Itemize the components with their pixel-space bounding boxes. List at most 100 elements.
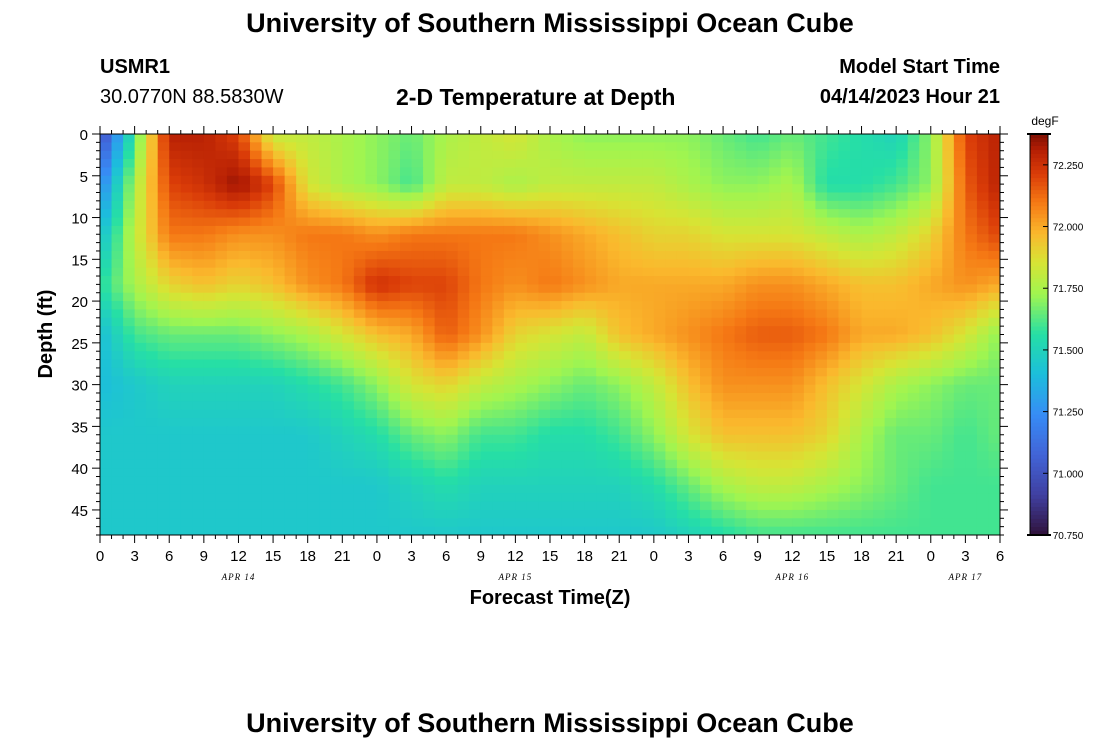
heatmap-cell <box>526 225 540 235</box>
heatmap-cell <box>134 518 147 528</box>
heatmap-cell <box>757 392 770 402</box>
heatmap-cell <box>457 434 470 444</box>
colorbar-swatch <box>1030 370 1048 376</box>
heatmap-cell <box>826 418 840 427</box>
heatmap-cell <box>215 451 228 461</box>
heatmap-cell <box>907 284 920 294</box>
heatmap-cell <box>723 284 736 294</box>
heatmap-cell <box>169 234 182 244</box>
heatmap-cell <box>261 518 274 528</box>
heatmap-cell <box>261 451 274 461</box>
heatmap-cell <box>134 150 147 160</box>
heatmap-cell <box>273 526 286 535</box>
heatmap-cell <box>619 443 632 453</box>
heatmap-cell <box>596 150 609 160</box>
heatmap-cell <box>550 159 563 169</box>
heatmap-cell <box>930 334 943 344</box>
heatmap-cell <box>746 359 759 369</box>
x-axis: 0 3 6 9 12 15 18 21 0 3 6 9 12 15 18 21 0 3 6 9 12 15 18 21 0 3 6A… <box>96 126 1004 582</box>
heatmap-cell <box>976 351 990 361</box>
heatmap-cell <box>596 484 609 494</box>
heatmap-cell <box>573 242 586 252</box>
heatmap-cell <box>388 284 401 294</box>
heatmap-cell <box>584 175 597 185</box>
colorbar-swatch <box>1030 522 1048 528</box>
heatmap-cell <box>515 493 528 503</box>
heatmap-cell <box>215 426 228 436</box>
heatmap-cell <box>988 134 1000 143</box>
heatmap-cell <box>111 451 124 461</box>
heatmap-cell <box>307 518 320 528</box>
heatmap-cell <box>411 468 424 478</box>
heatmap-cell <box>757 342 770 352</box>
heatmap-cell <box>307 409 320 419</box>
heatmap-cell <box>365 192 378 202</box>
heatmap-cell <box>896 493 909 503</box>
heatmap-cell <box>538 209 551 219</box>
heatmap-cell <box>850 426 863 436</box>
heatmap-cell <box>896 451 909 461</box>
heatmap-cell <box>492 392 505 402</box>
heatmap-cell <box>780 392 793 402</box>
heatmap-cell <box>492 225 505 235</box>
heatmap-cell <box>111 376 124 386</box>
heatmap-cell <box>526 267 540 277</box>
heatmap-cell <box>296 351 309 361</box>
heatmap-cell <box>134 234 147 244</box>
heatmap-cell <box>146 409 159 419</box>
heatmap-cell <box>446 200 459 210</box>
heatmap-cell <box>688 493 701 503</box>
heatmap-cell <box>192 392 205 402</box>
heatmap-cell <box>307 284 320 294</box>
heatmap-cell <box>596 376 609 386</box>
heatmap-cell <box>411 234 424 244</box>
heatmap-cell <box>792 250 805 260</box>
heatmap-cell <box>330 276 343 285</box>
heatmap-cell <box>607 234 620 244</box>
heatmap-cell <box>769 267 782 277</box>
x-tick-label: 6 <box>165 548 173 565</box>
heatmap-cell <box>319 159 332 169</box>
heatmap-cell <box>180 451 193 461</box>
heatmap-cell <box>446 234 459 244</box>
heatmap-cell <box>550 376 563 386</box>
heatmap-cell <box>792 376 805 386</box>
heatmap-cell <box>653 276 666 285</box>
heatmap-cell <box>919 501 932 511</box>
heatmap-cell <box>619 209 632 219</box>
heatmap-cell <box>250 443 263 453</box>
heatmap-cell <box>653 167 666 177</box>
heatmap-cell <box>550 443 563 453</box>
heatmap-cell <box>123 509 136 519</box>
heatmap-cell <box>157 276 170 285</box>
heatmap-cell <box>873 359 886 369</box>
heatmap-cell <box>261 501 274 511</box>
heatmap-cell <box>100 451 113 461</box>
heatmap-cell <box>630 234 643 244</box>
heatmap-cell <box>411 267 424 277</box>
heatmap-cell <box>146 167 159 177</box>
heatmap-cell <box>146 217 159 227</box>
heatmap-cell <box>884 234 897 244</box>
heatmap-cell <box>100 376 113 386</box>
heatmap-cell <box>619 518 632 528</box>
heatmap-cell <box>215 342 228 352</box>
colorbar-swatch <box>1030 374 1048 380</box>
heatmap-cell <box>180 526 193 535</box>
heatmap-cell <box>803 184 816 194</box>
heatmap-cell <box>469 234 482 244</box>
heatmap-cell <box>942 259 955 269</box>
heatmap-cell <box>330 451 343 461</box>
heatmap-cell <box>780 142 793 152</box>
heatmap-cell <box>769 351 782 361</box>
heatmap-cell <box>388 250 401 260</box>
heatmap-cell <box>169 351 182 361</box>
heatmap-cell <box>907 200 920 210</box>
heatmap-cell <box>296 526 309 535</box>
heatmap-cell <box>953 459 966 469</box>
heatmap-cell <box>284 250 297 260</box>
heatmap-cell <box>861 142 874 152</box>
heatmap-cell <box>676 476 690 486</box>
heatmap-cell <box>919 259 932 269</box>
heatmap-cell <box>469 175 482 185</box>
